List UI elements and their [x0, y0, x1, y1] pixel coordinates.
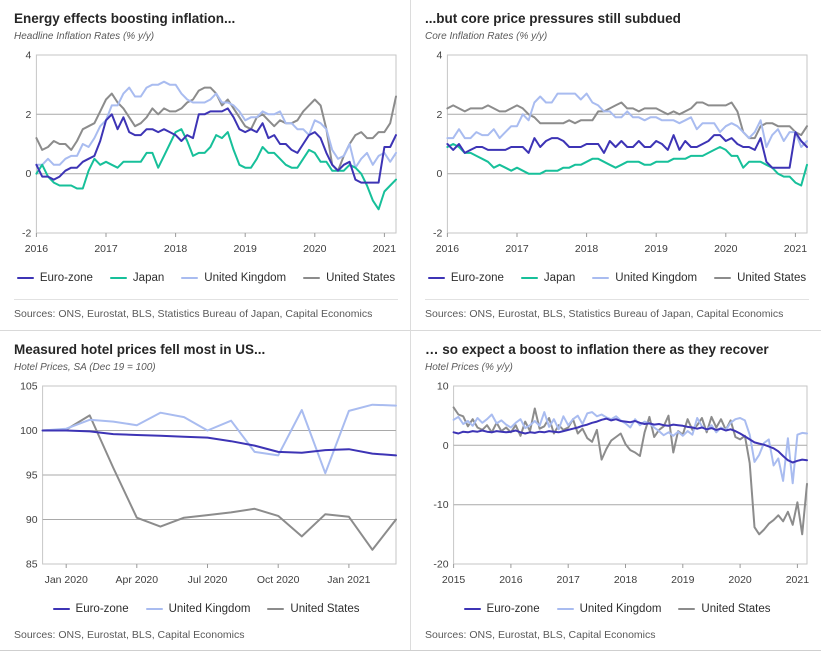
legend-item-united-kingdom: United Kingdom — [556, 601, 661, 617]
panel-headline-inflation: Energy effects boosting inflation... Hea… — [0, 0, 411, 331]
legend-swatch — [463, 607, 481, 611]
chart-title: ...but core price pressures still subdue… — [425, 11, 681, 26]
svg-text:2016: 2016 — [499, 574, 523, 586]
svg-text:0: 0 — [437, 168, 443, 180]
svg-text:2017: 2017 — [557, 574, 581, 586]
legend-item-united-kingdom: United Kingdom — [592, 270, 697, 286]
legend-item-united-states: United States — [303, 270, 395, 286]
legend-swatch — [592, 276, 610, 280]
svg-text:2017: 2017 — [505, 243, 529, 255]
svg-text:-2: -2 — [22, 227, 31, 239]
legend-swatch — [181, 276, 199, 280]
svg-text:2017: 2017 — [94, 243, 118, 255]
legend-item-united-kingdom: United Kingdom — [145, 601, 250, 617]
chart-area: -2 0 2 4 2016 2017 2018 2019 2020 2021 — [14, 49, 398, 257]
svg-text:2: 2 — [26, 109, 32, 121]
hotel-prices-yoy-line-chart: -20 -10 0 10 2015 2016 2017 2018 2019 2020 2021 — [433, 380, 810, 586]
legend: Euro-zone Japan United Kingdom United State… — [14, 270, 398, 286]
svg-text:90: 90 — [26, 514, 38, 526]
legend-swatch — [52, 607, 70, 611]
chart-subtitle: Core Inflation Rates (% y/y) — [425, 30, 548, 42]
sources-note: Sources: ONS, Eurostat, BLS, Capital Eco… — [425, 629, 656, 642]
svg-text:2018: 2018 — [164, 243, 188, 255]
svg-text:2018: 2018 — [614, 574, 638, 586]
legend-item-euro-zone: Euro-zone — [463, 601, 540, 617]
legend-swatch — [16, 276, 34, 280]
svg-text:85: 85 — [26, 558, 38, 570]
svg-text:0: 0 — [443, 440, 449, 452]
svg-text:4: 4 — [437, 49, 443, 61]
headline-inflation-line-chart: -2 0 2 4 2016 2017 2018 2019 2020 2021 — [22, 49, 397, 255]
svg-text:95: 95 — [26, 469, 38, 481]
svg-text:2016: 2016 — [25, 243, 49, 255]
legend-item-united-states: United States — [267, 601, 359, 617]
chart-subtitle: Headline Inflation Rates (% y/y) — [14, 30, 155, 42]
legend-swatch — [427, 276, 445, 280]
chart-subtitle: Hotel Prices (% y/y) — [425, 361, 513, 373]
svg-text:2016: 2016 — [436, 243, 460, 255]
svg-text:2: 2 — [437, 109, 443, 121]
legend-item-japan: Japan — [520, 270, 575, 286]
svg-text:2020: 2020 — [714, 243, 738, 255]
panel-hotel-prices-yoy: … so expect a boost to inflation there a… — [411, 331, 821, 650]
sources-note: Sources: ONS, Eurostat, BLS, Capital Eco… — [14, 629, 245, 642]
svg-text:Jan 2020: Jan 2020 — [45, 574, 88, 586]
core-inflation-line-chart: -2 0 2 4 2016 2017 2018 2019 2020 2021 — [433, 49, 808, 255]
chart-title: Energy effects boosting inflation... — [14, 11, 236, 26]
legend-swatch — [109, 276, 127, 280]
svg-text:-20: -20 — [433, 558, 448, 570]
chart-subtitle: Hotel Prices, SA (Dec 19 = 100) — [14, 361, 156, 373]
svg-text:105: 105 — [20, 380, 38, 392]
legend-swatch — [520, 276, 538, 280]
chart-area: -20 -10 0 10 2015 2016 2017 2018 2019 2020 2021 — [425, 380, 809, 588]
svg-text:Jan 2021: Jan 2021 — [327, 574, 370, 586]
hotel-prices-index-line-chart: 85 90 95 100 105 Jan 2020 Apr 2020 Jul 2020 Oct … — [20, 380, 397, 586]
sources-note: Sources: ONS, Eurostat, BLS, Statistics … — [425, 299, 809, 330]
legend-swatch — [303, 276, 321, 280]
legend: Euro-zone Japan United Kingdom United State… — [425, 270, 809, 286]
svg-text:2019: 2019 — [234, 243, 258, 255]
legend-item-united-states: United States — [678, 601, 770, 617]
svg-text:2015: 2015 — [442, 574, 466, 586]
legend-item-united-states: United States — [714, 270, 806, 286]
svg-text:2020: 2020 — [728, 574, 752, 586]
svg-text:100: 100 — [20, 425, 38, 437]
svg-text:Apr 2020: Apr 2020 — [115, 574, 158, 586]
legend-swatch — [145, 607, 163, 611]
svg-text:Oct 2020: Oct 2020 — [257, 574, 300, 586]
svg-text:2021: 2021 — [786, 574, 810, 586]
chart-title: Measured hotel prices fell most in US... — [14, 342, 266, 357]
legend-item-japan: Japan — [109, 270, 164, 286]
legend-item-united-kingdom: United Kingdom — [181, 270, 286, 286]
svg-text:-10: -10 — [433, 499, 448, 511]
svg-text:2019: 2019 — [671, 574, 695, 586]
legend-swatch — [556, 607, 574, 611]
legend-item-euro-zone: Euro-zone — [52, 601, 129, 617]
svg-text:Jul 2020: Jul 2020 — [188, 574, 228, 586]
legend-swatch — [267, 607, 285, 611]
svg-text:2019: 2019 — [645, 243, 669, 255]
legend: Euro-zone United Kingdom United States — [425, 601, 809, 617]
svg-text:10: 10 — [437, 380, 449, 392]
svg-text:2018: 2018 — [575, 243, 599, 255]
svg-text:2020: 2020 — [303, 243, 327, 255]
legend-swatch — [678, 607, 696, 611]
sources-note: Sources: ONS, Eurostat, BLS, Statistics … — [14, 299, 398, 330]
legend-item-euro-zone: Euro-zone — [16, 270, 93, 286]
svg-text:-2: -2 — [433, 227, 442, 239]
legend: Euro-zone United Kingdom United States — [14, 601, 398, 617]
panel-hotel-prices-index: Measured hotel prices fell most in US...… — [0, 331, 411, 650]
legend-swatch — [714, 276, 732, 280]
chart-area: 85 90 95 100 105 Jan 2020 Apr 2020 Jul 2020 Oct … — [14, 380, 398, 588]
svg-text:0: 0 — [26, 168, 32, 180]
chart-area: -2 0 2 4 2016 2017 2018 2019 2020 2021 — [425, 49, 809, 257]
svg-text:2021: 2021 — [373, 243, 397, 255]
svg-text:4: 4 — [26, 49, 32, 61]
panel-core-inflation: ...but core price pressures still subdue… — [411, 0, 821, 331]
svg-text:2021: 2021 — [784, 243, 808, 255]
legend-item-euro-zone: Euro-zone — [427, 270, 504, 286]
chart-title: … so expect a boost to inflation there a… — [425, 342, 769, 357]
